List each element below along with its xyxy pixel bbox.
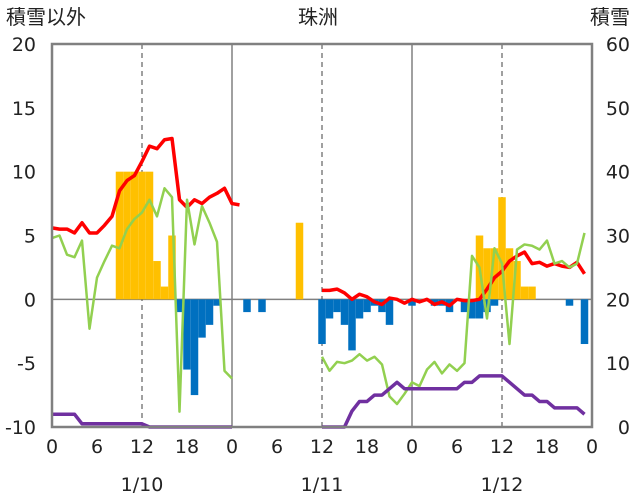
chart-title: 珠洲 xyxy=(298,5,338,29)
precip-bar xyxy=(123,171,131,300)
negative-bar xyxy=(363,299,371,313)
x-axis-tick-label: 18 xyxy=(535,436,559,458)
negative-bar xyxy=(385,299,394,325)
precip-bar xyxy=(513,261,521,300)
negative-bar xyxy=(205,299,214,325)
x-axis-tick-label: 6 xyxy=(91,436,103,458)
negative-bar xyxy=(340,299,349,325)
right-axis-tick-label: 60 xyxy=(606,34,630,56)
negative-bar xyxy=(318,299,326,345)
precip-bar xyxy=(160,286,169,300)
left-axis-tick-label: -10 xyxy=(5,417,36,439)
right-axis-tick-label: 20 xyxy=(606,289,630,311)
right-axis-tick-label: 30 xyxy=(606,226,630,248)
x-axis-tick-label: 6 xyxy=(271,436,283,458)
x-axis-date-label: 1/11 xyxy=(301,474,344,496)
negative-bar xyxy=(460,299,469,313)
left-axis-tick-label: 5 xyxy=(24,226,36,248)
x-axis-tick-label: 12 xyxy=(130,436,154,458)
precip-bar xyxy=(528,286,536,300)
right-axis-tick-label: 40 xyxy=(606,162,630,184)
negative-bar xyxy=(475,299,484,319)
line-series xyxy=(51,136,586,429)
negative-bar xyxy=(483,299,491,313)
red-line-series xyxy=(51,136,240,235)
negative-bar xyxy=(183,299,191,370)
precip-bar xyxy=(295,222,304,300)
right-axis-tick-label: 50 xyxy=(606,98,630,120)
x-axis-tick-label: 12 xyxy=(310,436,334,458)
negative-bar xyxy=(490,299,499,306)
x-axis-tick-label: 0 xyxy=(406,436,418,458)
precip-bar xyxy=(168,235,176,300)
negative-bar xyxy=(190,299,199,396)
left-axis-title: 積雪以外 xyxy=(6,5,86,29)
precip-bar xyxy=(138,171,146,300)
precip-bar xyxy=(520,286,529,300)
right-axis-tick-label: 10 xyxy=(606,353,630,375)
x-axis-date-label: 1/12 xyxy=(481,474,524,496)
precip-bar xyxy=(505,248,514,300)
plot-frame xyxy=(50,42,594,429)
negative-bar xyxy=(325,299,334,319)
x-axis-date-label: 1/10 xyxy=(121,474,164,496)
negative-bar xyxy=(355,299,364,319)
left-axis-tick-label: 20 xyxy=(12,34,36,56)
negative-bar xyxy=(198,299,206,338)
negative-bar xyxy=(333,299,341,313)
left-axis-tick-label: 0 xyxy=(24,289,36,311)
plot-border xyxy=(50,42,594,429)
precip-bar xyxy=(483,248,491,300)
negative-bar xyxy=(408,299,416,306)
green-line-series xyxy=(320,232,586,406)
negative-bar xyxy=(243,299,251,313)
x-axis-tick-label: 0 xyxy=(586,436,598,458)
precip-bar xyxy=(145,171,154,300)
precip-bar xyxy=(153,261,161,300)
precip-bar xyxy=(490,248,499,300)
green-line-series xyxy=(51,187,233,413)
left-axis-tick-label: 10 xyxy=(12,162,36,184)
negative-bar xyxy=(258,299,266,313)
negative-bar xyxy=(565,299,574,306)
negative-bar xyxy=(348,299,356,351)
negative-bar xyxy=(468,299,476,319)
precip-bar xyxy=(498,197,506,300)
negative-bar xyxy=(580,299,589,345)
precip-bar xyxy=(115,171,124,300)
left-axis-tick-label: -5 xyxy=(17,353,36,375)
x-axis-tick-label: 12 xyxy=(490,436,514,458)
x-axis-tick-label: 0 xyxy=(226,436,238,458)
x-axis-tick-label: 18 xyxy=(175,436,199,458)
precip-bar xyxy=(130,171,139,300)
bar-series xyxy=(115,171,589,396)
red-line-series xyxy=(322,250,586,308)
left-axis-tick-label: 15 xyxy=(12,98,36,120)
x-axis-tick-label: 0 xyxy=(46,436,58,458)
x-axis-tick-label: 6 xyxy=(451,436,463,458)
right-axis-tick-label: 0 xyxy=(618,417,630,439)
x-axis-tick-label: 18 xyxy=(355,436,379,458)
snow-depth-line xyxy=(322,374,586,429)
right-axis-title: 積雪 xyxy=(590,5,630,29)
negative-bar xyxy=(175,299,184,313)
negative-bar xyxy=(213,299,221,306)
